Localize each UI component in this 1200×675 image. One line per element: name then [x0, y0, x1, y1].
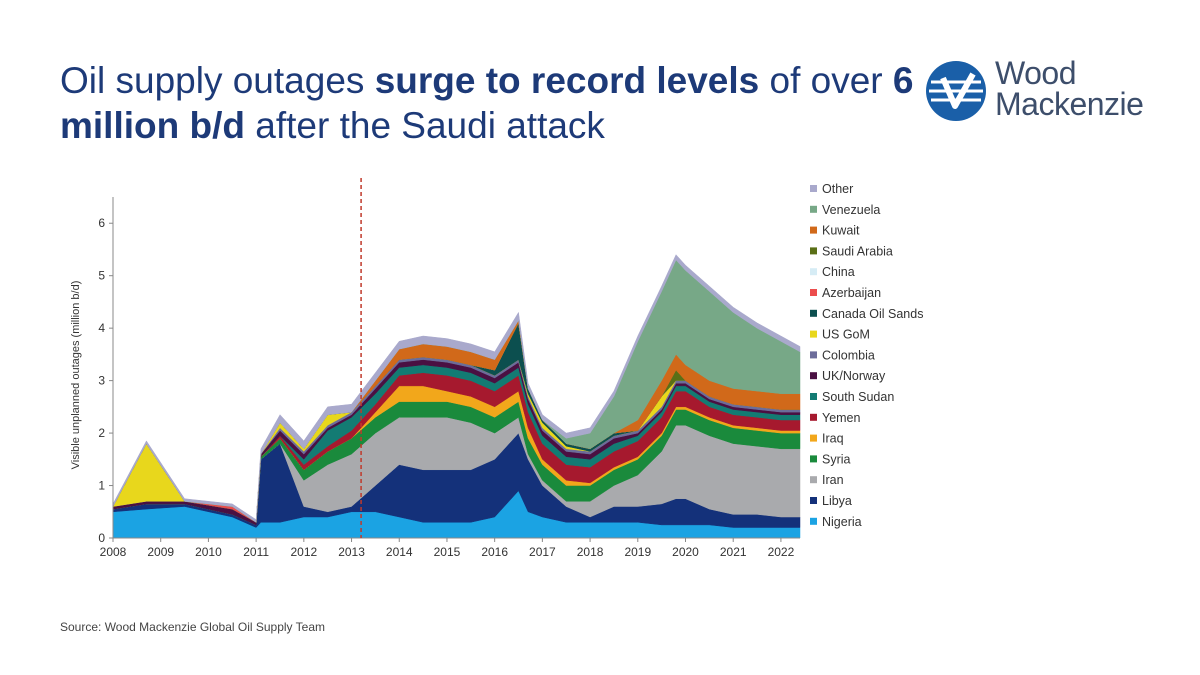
chart-legend: Other Venezuela Kuwait Saudi Arabia China Aze…: [810, 182, 923, 529]
x-tick-label: 2008: [100, 545, 127, 559]
x-tick-label: 2019: [624, 545, 651, 559]
outages-chart: 0 1 2 3 4 5 6 2008 2009 2010 2011 2012 2013 2014 2015 2…: [70, 178, 923, 559]
legend-label-yemen: Yemen: [822, 411, 861, 425]
chart-axes: 0 1 2 3 4 5 6 2008 2009 2010 2011 2012 2013 2014 2015 2…: [98, 178, 800, 559]
legend-label-uk-norway: UK/Norway: [822, 369, 886, 383]
legend-label-colombia: Colombia: [822, 348, 875, 362]
x-tick-label: 2009: [147, 545, 174, 559]
x-tick-label: 2020: [672, 545, 699, 559]
legend-label-syria: Syria: [822, 452, 851, 466]
x-tick-label: 2013: [338, 545, 365, 559]
x-tick-label: 2022: [768, 545, 795, 559]
y-tick-label: 5: [98, 269, 105, 283]
logo-line-2: Mackenzie: [995, 86, 1144, 122]
title-text: of over: [759, 60, 893, 101]
title-bold-text: surge to record levels: [374, 60, 760, 101]
y-tick-label: 4: [98, 321, 105, 335]
y-tick-label: 2: [98, 426, 105, 440]
legend-swatch-china: [810, 268, 817, 276]
source-note: Source: Wood Mackenzie Global Oil Supply…: [60, 620, 326, 634]
y-tick-label: 3: [98, 374, 105, 388]
legend-swatch-saudi-arabia: [810, 247, 817, 255]
legend-swatch-venezuela: [810, 205, 817, 213]
legend-label-azerbaijan: Azerbaijan: [822, 286, 881, 300]
legend-swatch-us-gom: [810, 330, 817, 338]
legend-label-canada-oil-sands: Canada Oil Sands: [822, 307, 923, 321]
title-text: after the Saudi attack: [244, 105, 605, 146]
area-other: [112, 254, 801, 523]
legend-swatch-south-sudan: [810, 393, 817, 400]
logo-text: Wood Mackenzie: [995, 55, 1144, 122]
title-bold-text: 6 million b/d: [60, 60, 914, 146]
x-tick-label: 2011: [243, 545, 269, 559]
legend-label-nigeria: Nigeria: [822, 515, 862, 529]
logo-line-1: Wood: [995, 55, 1077, 91]
area-series-group: [112, 254, 801, 539]
legend-swatch-nigeria: [810, 517, 817, 525]
legend-label-iran: Iran: [822, 473, 844, 487]
title-text: Oil supply outages: [60, 60, 375, 101]
x-tick-label: 2021: [720, 545, 747, 559]
legend-swatch-uk-norway: [810, 372, 817, 380]
legend-label-china: China: [822, 265, 855, 279]
x-tick-label: 2012: [290, 545, 317, 559]
legend-label-iraq: Iraq: [822, 432, 844, 446]
x-tick-label: 2014: [386, 545, 413, 559]
legend-swatch-libya: [810, 497, 817, 504]
x-tick-label: 2016: [481, 545, 508, 559]
x-tick-label: 2018: [577, 545, 604, 559]
x-tick-label: 2017: [529, 545, 556, 559]
page-title: Oil supply outages surge to record level…: [60, 58, 920, 148]
legend-swatch-other: [810, 185, 817, 192]
legend-label-us-gom: US GoM: [822, 328, 870, 342]
legend-swatch-yemen: [810, 413, 817, 421]
wood-mackenzie-logo: Wood Mackenzie: [925, 55, 1165, 124]
legend-swatch-canada-oil-sands: [810, 309, 817, 317]
legend-swatch-iraq: [810, 434, 817, 442]
legend-label-other: Other: [822, 182, 853, 196]
legend-label-saudi-arabia: Saudi Arabia: [822, 244, 893, 258]
y-tick-label: 0: [98, 531, 105, 545]
legend-label-south-sudan: South Sudan: [822, 390, 894, 404]
x-tick-label: 2010: [195, 545, 222, 559]
legend-label-kuwait: Kuwait: [822, 224, 860, 238]
legend-swatch-kuwait: [810, 226, 817, 234]
legend-swatch-iran: [810, 476, 817, 484]
x-tick-label: 2015: [434, 545, 461, 559]
legend-swatch-colombia: [810, 351, 817, 359]
y-tick-label: 1: [98, 479, 105, 493]
legend-swatch-syria: [810, 455, 817, 463]
wood-mackenzie-logo-icon: [926, 61, 986, 121]
legend-label-libya: Libya: [822, 494, 852, 508]
y-tick-label: 6: [98, 216, 105, 230]
y-axis-label: Visible unplanned outages (million b/d): [70, 281, 82, 470]
legend-label-venezuela: Venezuela: [822, 203, 880, 217]
legend-swatch-azerbaijan: [810, 289, 817, 296]
